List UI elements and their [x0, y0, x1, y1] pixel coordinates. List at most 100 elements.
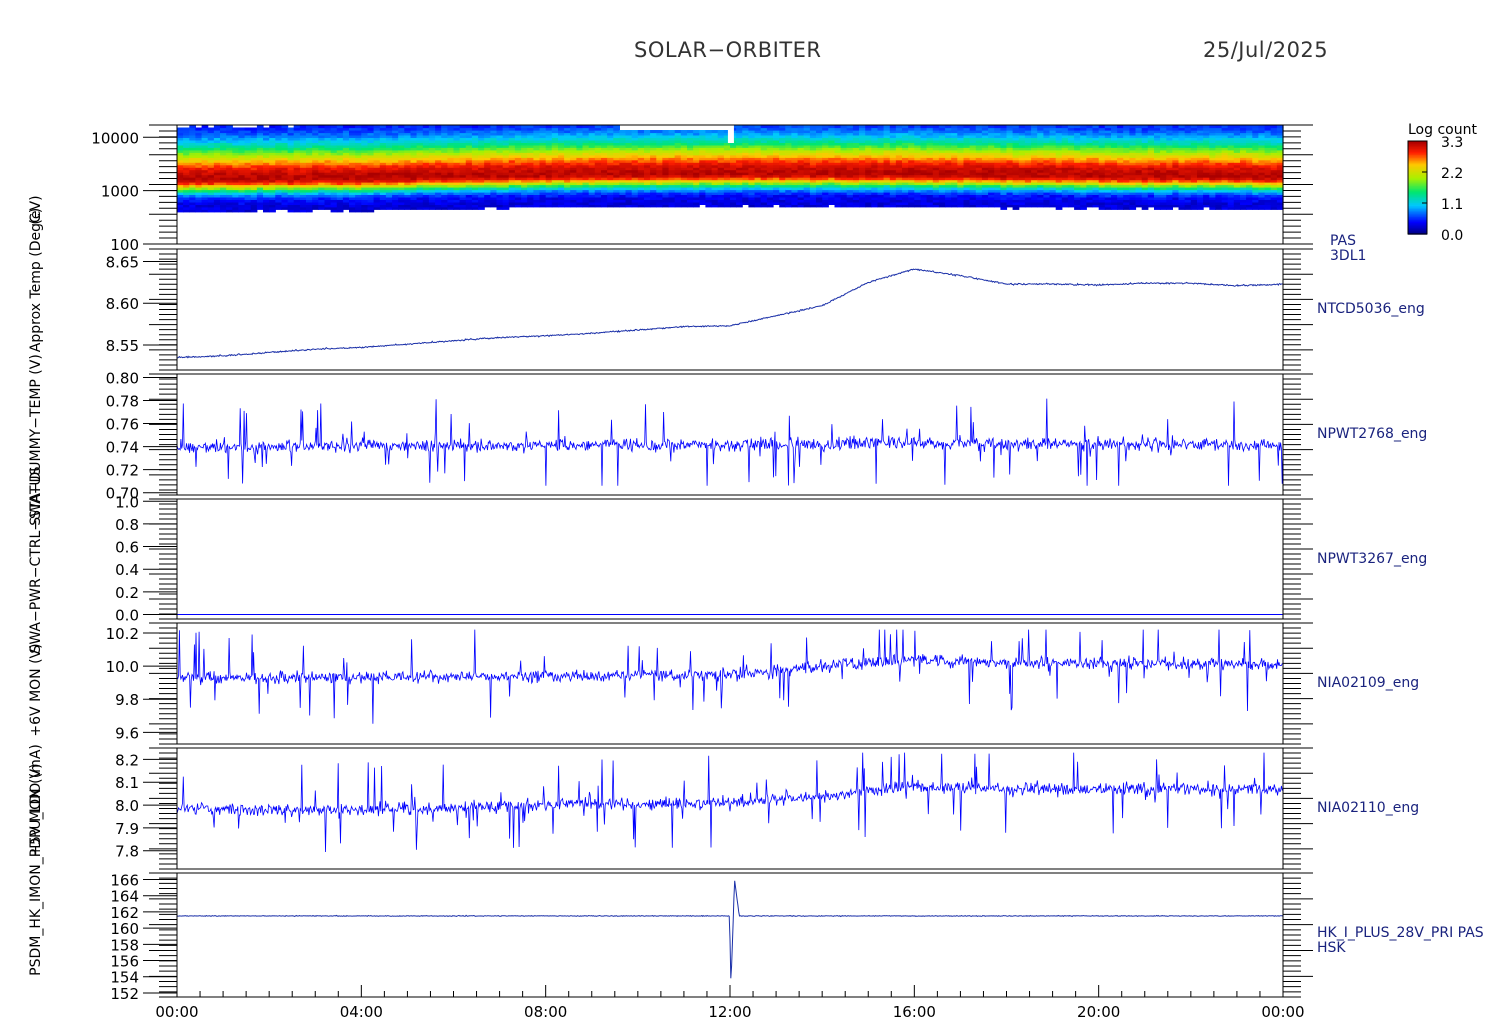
spectrogram-cell: [330, 147, 338, 151]
spectrogram-cell: [1000, 179, 1008, 183]
spectrogram-cell: [551, 184, 559, 188]
spectrogram-cell: [385, 167, 393, 171]
spectrogram-cell: [312, 154, 319, 158]
spectrogram-cell: [791, 137, 799, 141]
spectrogram-cell: [533, 174, 541, 178]
spectrogram-cell: [994, 179, 1001, 183]
spectrogram-cell: [668, 199, 676, 203]
spectrogram-cell: [920, 130, 928, 134]
spectrogram-cell: [551, 201, 559, 205]
spectrogram-cell: [306, 132, 313, 136]
spectrogram-cell: [361, 144, 368, 148]
spectrogram-cell: [1024, 201, 1032, 205]
spectrogram-cell: [957, 130, 964, 134]
spectrogram-cell: [779, 204, 786, 208]
spectrogram-cell: [877, 204, 885, 208]
spectrogram-cell: [570, 162, 577, 166]
spectrogram-cell: [558, 191, 565, 195]
spectrogram-cell: [385, 204, 393, 208]
spectrogram-cell: [662, 179, 670, 183]
spectrogram-cell: [336, 204, 344, 208]
spectrogram-cell: [730, 182, 737, 186]
spectrogram-cell: [619, 157, 627, 161]
spectrogram-cell: [318, 157, 325, 161]
spectrogram-cell: [693, 130, 700, 134]
spectrogram-cell: [760, 162, 768, 166]
spectrogram-cell: [238, 191, 246, 195]
spectrogram-cell: [717, 142, 725, 146]
spectrogram-cell: [926, 127, 934, 131]
spectrogram-cell: [809, 199, 817, 203]
spectrogram-cell: [256, 139, 264, 143]
spectrogram-cell: [1037, 142, 1044, 146]
spectrogram-cell: [981, 184, 989, 188]
spectrogram-cell: [926, 144, 934, 148]
spectrogram-cell: [324, 204, 332, 208]
spectrogram-cell: [299, 182, 307, 186]
spectrogram-cell: [183, 179, 190, 183]
spectrogram-cell: [705, 177, 713, 181]
spectrogram-cell: [1074, 162, 1081, 166]
spectrogram-cell: [453, 201, 461, 205]
spectrogram-cell: [773, 189, 780, 193]
spectrogram-cell: [392, 137, 399, 141]
spectrogram-cell: [613, 201, 620, 205]
spectrogram-cell: [1000, 144, 1008, 148]
spectrogram-cell: [699, 142, 706, 146]
spectrogram-cell: [650, 137, 657, 141]
spectrogram-cell: [865, 182, 872, 186]
spectrogram-cell: [760, 194, 768, 198]
spectrogram-cell: [1000, 177, 1008, 181]
spectrogram-cell: [613, 187, 620, 191]
spectrogram-cell: [226, 172, 233, 176]
spectrogram-cell: [981, 127, 989, 131]
spectrogram-cell: [693, 167, 700, 171]
spectrogram-cell: [189, 196, 196, 200]
spectrogram-cell: [220, 157, 227, 161]
spectrogram-cell: [1031, 127, 1038, 131]
spectrogram-cell: [1055, 130, 1063, 134]
spectrogram-cell: [1043, 177, 1051, 181]
spectrogram-cell: [521, 139, 528, 143]
spectrogram-cell: [908, 134, 915, 138]
spectrogram-cell: [865, 204, 872, 208]
spectrogram-cell: [1092, 164, 1100, 168]
spectrogram-cell: [1037, 139, 1044, 143]
spectrogram-cell: [453, 144, 461, 148]
spectrogram-cell: [330, 206, 338, 210]
spectrogram-cell: [226, 159, 233, 163]
spectrogram-cell: [773, 142, 780, 146]
spectrogram-cell: [1074, 147, 1081, 151]
spectrogram-cell: [355, 206, 362, 210]
spectrogram-cell: [453, 127, 461, 131]
spectrogram-cell: [631, 169, 639, 173]
spectrogram-cell: [852, 189, 860, 193]
spectrogram-cell: [723, 201, 731, 205]
spectrogram-cell: [570, 125, 577, 129]
spectrogram-cell: [459, 134, 467, 138]
spectrogram-cell: [877, 184, 885, 188]
spectrogram-cell: [828, 127, 835, 131]
spectrogram-cell: [441, 159, 448, 163]
spectrogram-cell: [1037, 149, 1044, 153]
spectrogram-cell: [416, 159, 424, 163]
spectrogram-cell: [883, 177, 891, 181]
spectrogram-cell: [1037, 157, 1044, 161]
spectrogram-cell: [564, 167, 571, 171]
spectrogram-cell: [220, 169, 227, 173]
spectrogram-cell: [828, 177, 835, 181]
spectrogram-cell: [680, 177, 688, 181]
spectrogram-cell: [754, 127, 762, 131]
spectrogram-cell: [570, 144, 577, 148]
spectrogram-cell: [213, 204, 221, 208]
spectrogram-cell: [244, 201, 252, 205]
spectrogram-cell: [816, 147, 823, 151]
spectrogram-cell: [981, 144, 989, 148]
spectrogram-cell: [828, 174, 835, 178]
spectrogram-cell: [607, 159, 614, 163]
spectrogram-cell: [1055, 184, 1063, 188]
spectrogram-cell: [902, 144, 909, 148]
spectrogram-cell: [226, 157, 233, 161]
spectrogram-cell: [392, 184, 399, 188]
spectrogram-cell: [1080, 184, 1087, 188]
